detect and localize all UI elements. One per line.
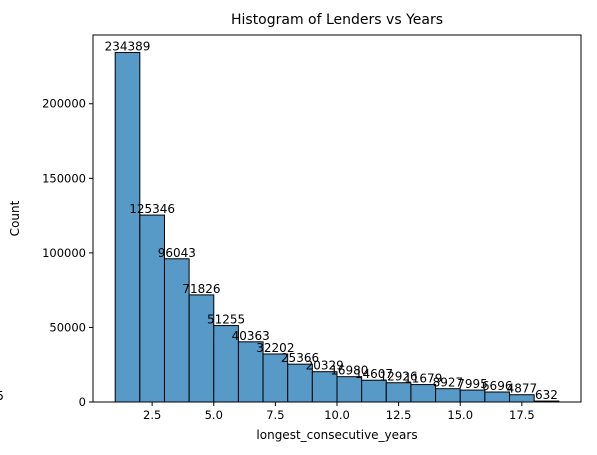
bar-value-label: 14607 [355, 367, 393, 381]
bar-value-label: 32202 [256, 341, 294, 355]
bar-value-label: 632 [535, 388, 558, 402]
histogram-bar [213, 325, 239, 403]
bar-value-label: 51255 [207, 313, 245, 327]
y-tick-label: 100000 [42, 246, 86, 260]
histogram-bar [385, 382, 412, 403]
x-tick-label: 10.0 [324, 408, 350, 422]
x-tick-label: 17.5 [509, 408, 535, 422]
x-axis-label: longest_consecutive_years [256, 428, 417, 442]
y-axis-label: Count [8, 200, 22, 236]
histogram-bar [237, 341, 264, 403]
x-tick-label: 12.5 [386, 408, 412, 422]
x-tick-label: 5.0 [205, 408, 223, 422]
bar-value-label: 96043 [158, 246, 196, 260]
y-tick-label: 0 [79, 395, 86, 409]
histogram-bar [114, 51, 141, 403]
bar-value-label: 25366 [281, 351, 319, 365]
bar-value-label: 6696 [482, 379, 513, 393]
bar-value-label: 40363 [232, 329, 270, 343]
bar-value-label: 4877 [507, 382, 538, 396]
bars-group [114, 51, 560, 403]
bar-value-label: 11679 [404, 372, 442, 386]
y-axis: 0 50000 100000 150000 200000 [42, 97, 93, 409]
bar-labels-group: 234389 125346 96043 71826 51255 4036332202253… [0, 39, 558, 403]
x-tick-label: 2.5 [143, 408, 161, 422]
bar-value-label: 5 [0, 389, 4, 403]
bar-value-label: 8927 [433, 376, 464, 390]
y-tick-label: 150000 [42, 171, 86, 185]
x-tick-label: 15.0 [447, 408, 473, 422]
bar-value-label: 125346 [129, 202, 175, 216]
histogram-bar [188, 294, 215, 403]
bar-value-label: 16980 [330, 364, 368, 378]
x-tick-label: 7.5 [266, 408, 284, 422]
bar-value-label: 20329 [306, 359, 344, 373]
y-tick-label: 50000 [49, 320, 86, 334]
histogram-bar [509, 394, 535, 403]
bar-value-label: 7995 [457, 377, 488, 391]
bar-value-label: 71826 [182, 282, 220, 296]
y-tick-label: 200000 [42, 97, 86, 111]
bar-value-label: 234389 [105, 39, 151, 53]
histogram-bar [163, 258, 190, 403]
plot-frame [92, 34, 582, 403]
x-axis: 2.5 5.0 7.5 10.0 12.5 15.0 17.5 [143, 402, 535, 422]
chart-title: Histogram of Lenders vs Years [231, 12, 443, 28]
histogram-bar [139, 214, 165, 403]
bar-value-label: 12926 [380, 370, 418, 384]
histogram-bar [336, 376, 363, 403]
